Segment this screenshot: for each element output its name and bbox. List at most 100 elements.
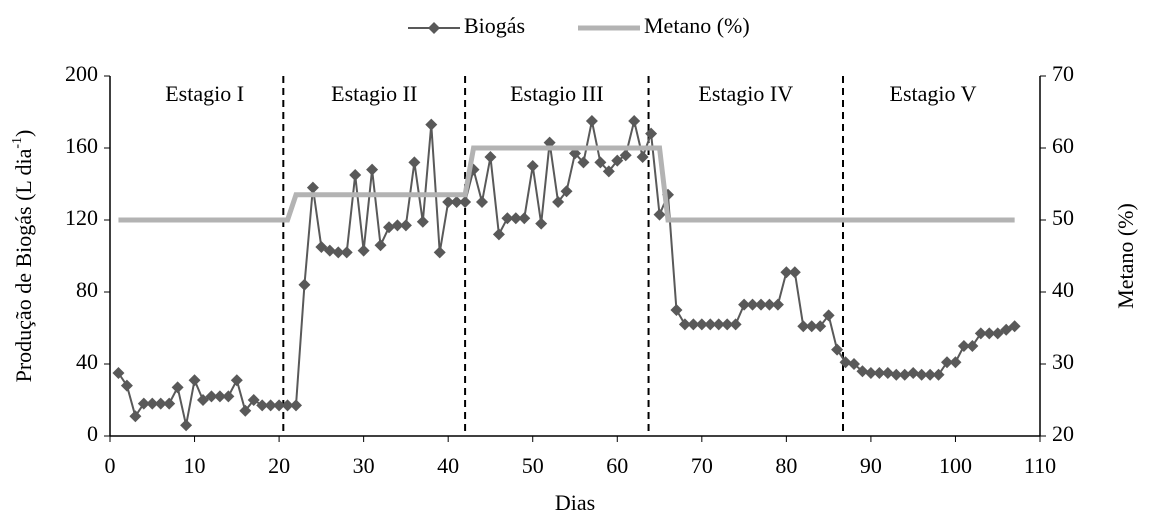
biogas-marker: [340, 246, 353, 259]
biogas-marker: [492, 228, 505, 241]
biogas-marker: [323, 244, 336, 257]
biogas-marker: [1000, 323, 1013, 336]
biogas-marker: [230, 374, 243, 387]
biogas-marker: [941, 356, 953, 369]
biogas-marker: [628, 115, 641, 127]
biogas-marker: [315, 241, 328, 253]
x-tick-label: 0: [105, 453, 116, 478]
biogas-marker: [146, 397, 159, 410]
biogas-marker: [197, 394, 209, 406]
biogas-marker: [552, 196, 565, 208]
biogas-marker: [577, 156, 590, 169]
y2-tick-label: 70: [1052, 61, 1074, 86]
biogas-marker: [306, 181, 319, 194]
biogas-marker: [433, 246, 446, 259]
y2-tick-label: 60: [1052, 133, 1074, 158]
biogas-marker: [222, 390, 235, 403]
biogas-marker: [890, 368, 903, 381]
biogas-marker: [205, 390, 218, 403]
biogas-marker: [957, 340, 970, 352]
stage-label: Estagio II: [331, 81, 417, 106]
x-tick-label: 60: [606, 453, 628, 478]
biogas-marker: [391, 219, 404, 232]
biogas-marker: [678, 318, 691, 331]
x-axis-label: Dias: [555, 490, 595, 515]
biogas-marker: [332, 246, 345, 259]
biogas-marker: [298, 278, 311, 291]
biogas-marker: [831, 343, 844, 356]
biogas-marker: [408, 156, 421, 169]
biogas-marker: [180, 419, 193, 432]
y-label-sup: -1: [10, 137, 25, 149]
biogas-marker: [695, 318, 708, 331]
biogas-marker: [704, 318, 717, 331]
biogas-marker: [476, 196, 488, 208]
x-tick-label: 20: [268, 453, 290, 478]
biogas-marker: [746, 298, 759, 311]
biogas-marker: [154, 397, 167, 410]
biogas-marker: [188, 374, 201, 387]
biogas-marker: [585, 115, 598, 127]
biogas-marker: [839, 356, 852, 369]
biogas-marker: [974, 327, 987, 340]
biogas-marker: [755, 298, 767, 311]
stage-label: Estagio V: [890, 81, 977, 106]
biogas-marker: [619, 149, 632, 162]
biogas-marker: [932, 368, 945, 381]
biogas-marker: [518, 212, 531, 225]
biogas-marker: [881, 367, 894, 379]
biogas-marker: [526, 160, 539, 172]
biogas-marker: [213, 390, 226, 403]
biogas-marker: [907, 367, 920, 379]
legend-marker: [428, 22, 440, 34]
biogas-marker: [738, 298, 751, 311]
biogas-marker: [450, 196, 463, 208]
y-axis-label: Produção de Biogás (L dia-1): [10, 130, 36, 383]
biogas-marker: [357, 244, 370, 257]
biogas-marker: [137, 397, 150, 410]
stage-label: Estagio I: [165, 81, 244, 106]
legend-label: Biogás: [464, 13, 525, 38]
biogas-marker: [535, 217, 548, 230]
biogas-marker: [983, 327, 996, 340]
biogas-marker: [966, 340, 979, 352]
stage-label: Estagio III: [510, 81, 603, 106]
biogas-marker: [509, 212, 522, 225]
biogas-marker: [780, 266, 793, 279]
biogas-marker: [763, 298, 776, 311]
biogas-marker: [459, 196, 472, 208]
biogas-marker: [594, 156, 607, 169]
biogas-marker: [856, 365, 869, 378]
biogas-marker: [771, 298, 784, 311]
biogas-marker: [645, 127, 658, 140]
x-tick-label: 10: [184, 453, 206, 478]
biogas-marker: [898, 368, 911, 381]
biogas-marker: [848, 358, 860, 370]
y2-tick-label: 40: [1052, 277, 1074, 302]
x-tick-label: 70: [691, 453, 713, 478]
biogas-marker: [636, 151, 649, 163]
x-tick-label: 110: [1024, 453, 1056, 478]
biogas-marker: [915, 368, 928, 381]
biogas-marker: [129, 410, 142, 423]
biogas-marker: [425, 118, 438, 131]
biogas-marker: [281, 399, 294, 412]
biogas-marker: [1008, 320, 1021, 333]
biogas-marker: [873, 367, 886, 379]
y2-tick-label: 30: [1052, 349, 1074, 374]
biogas-marker: [290, 399, 302, 412]
biogas-marker: [949, 356, 962, 369]
biogas-marker: [653, 208, 666, 221]
biogas-marker: [814, 320, 827, 333]
biogas-marker: [687, 318, 700, 331]
x-tick-label: 80: [775, 453, 797, 478]
biogas-marker: [822, 309, 835, 322]
biogas-marker: [416, 215, 429, 228]
y-tick-label: 120: [65, 205, 98, 230]
y-tick-label: 200: [65, 61, 98, 86]
stage-label: Estagio IV: [698, 81, 793, 106]
y2-tick-label: 20: [1052, 421, 1074, 446]
y-tick-label: 80: [76, 277, 98, 302]
y-label-main: Produção de Biogás (L dia: [11, 148, 36, 382]
